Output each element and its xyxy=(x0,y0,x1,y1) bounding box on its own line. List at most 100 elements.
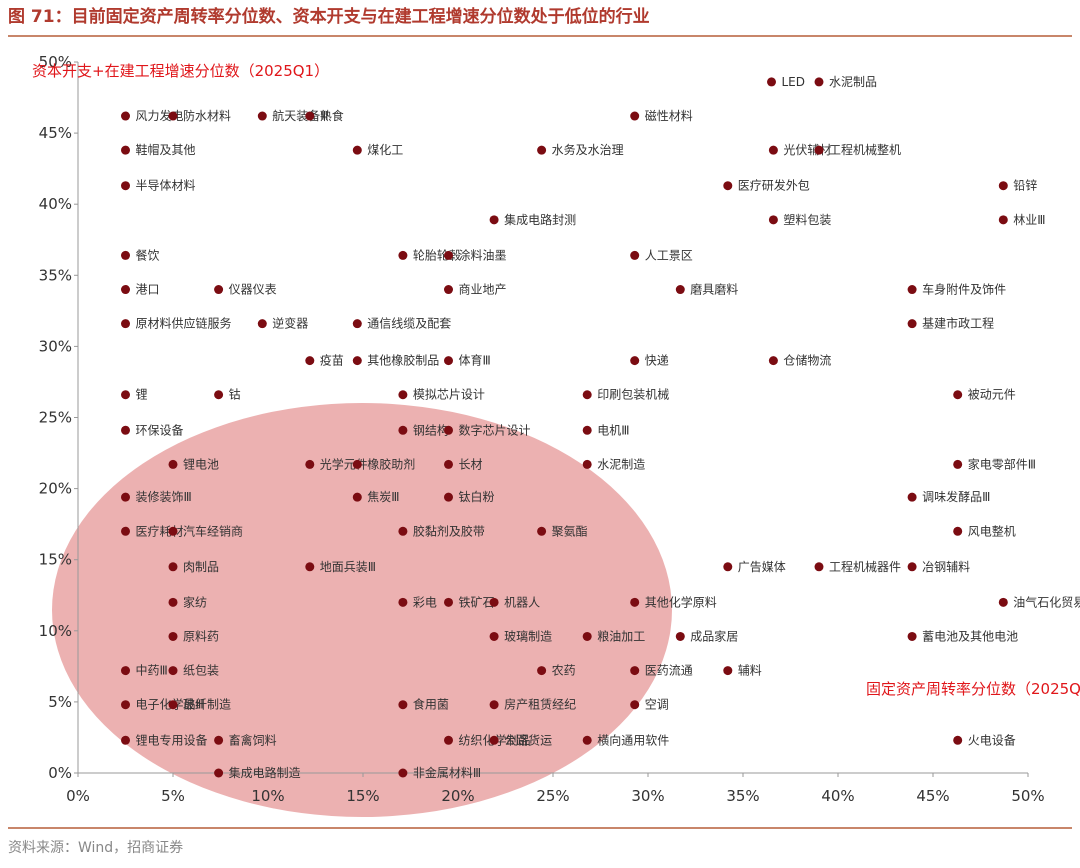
point-label: 光伏辅材 xyxy=(783,143,831,157)
point xyxy=(168,700,178,710)
point-label: 食用菌 xyxy=(413,697,449,712)
point xyxy=(121,700,130,710)
point-label: 锂 xyxy=(136,387,148,402)
source: 资料来源：Wind，招商证券 xyxy=(8,840,183,856)
point-label: 家电零部件Ⅲ xyxy=(968,456,1036,471)
point xyxy=(168,459,178,469)
point-label: 逆变器 xyxy=(272,316,308,331)
point xyxy=(121,425,130,435)
point xyxy=(121,526,130,536)
point xyxy=(630,111,640,121)
point xyxy=(121,390,130,400)
point xyxy=(489,700,499,710)
point-label: 钛白粉 xyxy=(459,489,495,504)
point xyxy=(168,562,178,572)
point xyxy=(489,631,499,641)
point-label: 航天装备Ⅲ xyxy=(272,108,328,123)
point-label: 其他化学原料 xyxy=(645,594,717,609)
point-label: 医疗研发外包 xyxy=(738,178,810,193)
point-label: 纸包装 xyxy=(183,664,219,678)
point xyxy=(630,356,640,366)
point-label: 其他橡胶制品 xyxy=(367,353,439,368)
point xyxy=(998,215,1008,225)
point-label: 钴 xyxy=(229,387,241,402)
point-label: 车身附件及饰件 xyxy=(922,282,1006,297)
point-label: 模拟芯片设计 xyxy=(413,388,485,402)
point xyxy=(352,145,362,155)
point-label: 煤化工 xyxy=(367,143,403,157)
point xyxy=(489,735,499,745)
point-label: 粮油加工 xyxy=(597,628,645,643)
point-label: 火电设备 xyxy=(968,733,1016,747)
point-label: 聚氨酯 xyxy=(552,524,588,538)
point xyxy=(121,250,130,260)
x-tick-label: 10% xyxy=(251,787,284,805)
point xyxy=(489,597,499,607)
point-label: 集成电路制造 xyxy=(229,765,301,780)
y-tick-label: 45% xyxy=(39,124,72,142)
y-tick-label: 30% xyxy=(39,337,72,355)
point xyxy=(953,390,963,400)
point xyxy=(214,390,224,400)
point xyxy=(582,425,592,435)
point xyxy=(214,285,224,295)
point-label: 原料药 xyxy=(183,629,219,643)
point xyxy=(352,319,362,329)
x-tick-label: 45% xyxy=(916,787,949,805)
point-label: 林业Ⅲ xyxy=(1013,213,1045,227)
point-label: LED xyxy=(782,75,806,89)
point xyxy=(907,319,917,329)
highlight-ellipse xyxy=(52,403,672,817)
point-label: 辅料 xyxy=(738,664,762,678)
point-label: 快递 xyxy=(645,354,669,368)
point xyxy=(489,215,499,225)
point xyxy=(305,356,315,366)
annotation: 资本开支+在建工程增速分位数（2025Q1） xyxy=(32,62,329,80)
point xyxy=(444,250,453,260)
point-label: 冶钢辅料 xyxy=(922,560,970,574)
point xyxy=(444,285,453,295)
point-label: 涂料油墨 xyxy=(459,247,507,262)
point xyxy=(398,768,408,778)
point-label: 地面兵装Ⅲ xyxy=(320,560,376,574)
point xyxy=(768,356,778,366)
point-label: 公路货运 xyxy=(504,732,552,747)
point-label: 半导体材料 xyxy=(136,179,196,193)
point xyxy=(998,181,1008,191)
point xyxy=(305,459,315,469)
point-label: 农药 xyxy=(552,664,576,678)
y-tick-label: 50% xyxy=(39,53,72,71)
point xyxy=(352,459,362,469)
point xyxy=(814,77,824,87)
point-label: 横向通用软件 xyxy=(597,732,669,747)
x-tick-label: 50% xyxy=(1011,787,1044,805)
point-label: 医药流通 xyxy=(645,664,693,678)
point xyxy=(537,145,547,155)
point-label: 塑料包装 xyxy=(783,212,831,227)
point-label: 焦炭Ⅲ xyxy=(367,490,399,504)
point xyxy=(305,111,315,121)
x-tick-label: 5% xyxy=(161,787,185,805)
point-label: 电机Ⅲ xyxy=(597,423,629,437)
point xyxy=(723,181,733,191)
point-label: 基建市政工程 xyxy=(922,316,994,331)
point xyxy=(630,700,640,710)
point-label: 锂电池 xyxy=(183,456,219,471)
point-label: 油气石化贸易 xyxy=(1013,594,1080,609)
point xyxy=(537,666,547,676)
point xyxy=(444,597,453,607)
point xyxy=(907,562,917,572)
point xyxy=(582,390,592,400)
point-label: 风电整机 xyxy=(968,523,1016,538)
point-label: 轮胎轮毂 xyxy=(413,248,461,262)
point xyxy=(121,111,130,121)
y-tick-label: 0% xyxy=(48,764,72,782)
point-label: 长材 xyxy=(459,457,483,471)
point xyxy=(121,145,130,155)
point xyxy=(675,631,685,641)
point xyxy=(953,735,963,745)
point xyxy=(168,111,178,121)
point xyxy=(352,492,362,502)
